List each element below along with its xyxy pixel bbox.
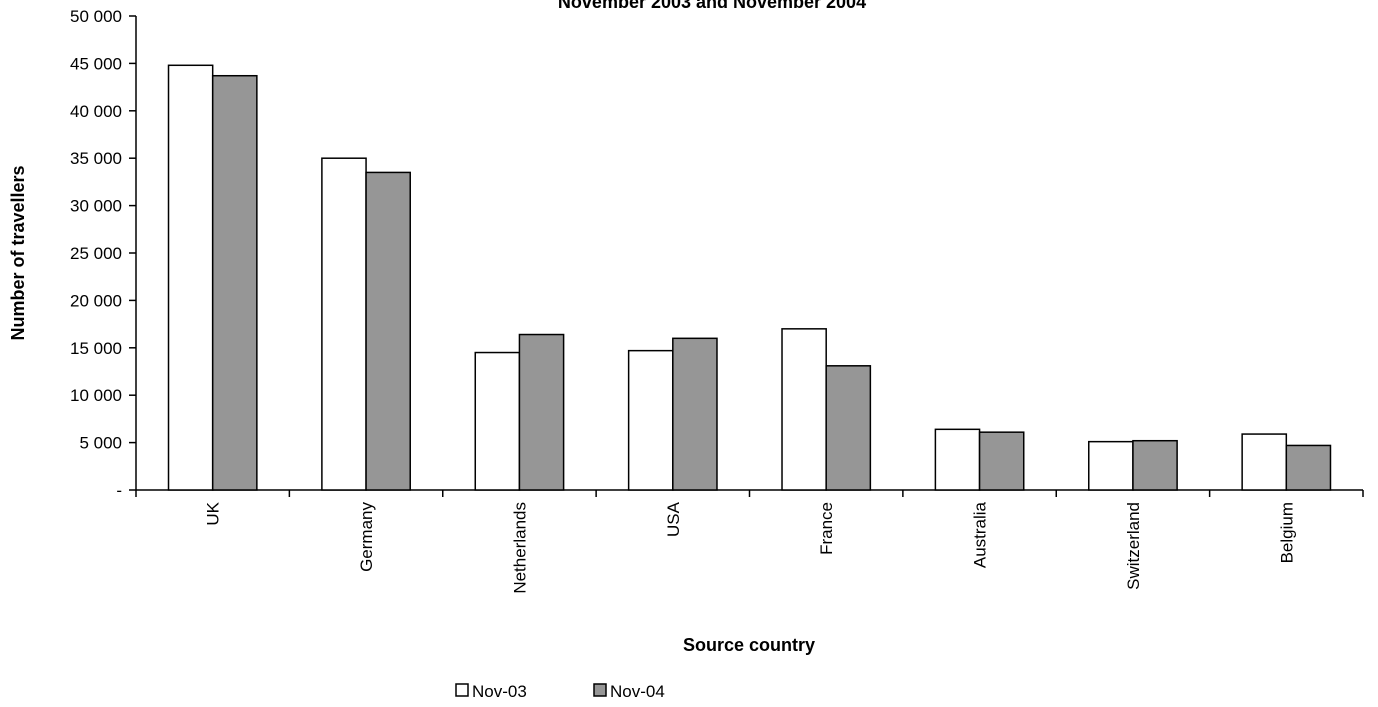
x-axis-title: Source country bbox=[683, 635, 815, 655]
x-axis: UK Germany Netherlands USA France Australia Sw… bbox=[135, 489, 1364, 594]
x-tick-label: France bbox=[817, 502, 836, 555]
y-tick-label: 5 000 bbox=[79, 434, 122, 453]
bar-uk-nov-03 bbox=[167, 64, 214, 491]
y-tick-label: 35 000 bbox=[70, 149, 122, 168]
y-tick-label: 45 000 bbox=[70, 54, 122, 73]
y-axis: - 5 000 10 000 15 000 20 000 25 000 30 000 35 0… bbox=[70, 7, 137, 500]
x-tick-label: Switzerland bbox=[1124, 502, 1143, 590]
bar-france-nov-03 bbox=[781, 328, 827, 491]
bar-netherlands-nov-03 bbox=[474, 351, 521, 491]
x-tick-label: UK bbox=[204, 501, 223, 525]
bar-usa-nov-03 bbox=[627, 349, 674, 491]
y-tick-label: - bbox=[116, 481, 122, 500]
y-axis-title: Number of travellers bbox=[8, 165, 28, 340]
bar-netherlands-nov-04 bbox=[518, 333, 565, 491]
bar-germany-nov-03 bbox=[321, 157, 367, 491]
bar-uk-nov-04 bbox=[211, 74, 258, 491]
x-tick-label: USA bbox=[664, 501, 683, 537]
legend-swatch-nov-03 bbox=[455, 683, 469, 697]
y-tick-label: 20 000 bbox=[70, 291, 122, 310]
bar-belgium-nov-04 bbox=[1285, 444, 1332, 491]
bar-australia-nov-03 bbox=[934, 428, 981, 491]
bar-switzerland-nov-03 bbox=[1088, 440, 1134, 491]
x-tick-label: Belgium bbox=[1277, 502, 1296, 563]
chart-title: November 2003 and November 2004 bbox=[558, 0, 866, 12]
bar-switzerland-nov-04 bbox=[1132, 439, 1178, 491]
x-tick-label: Germany bbox=[357, 502, 376, 572]
y-tick-label: 40 000 bbox=[70, 102, 122, 121]
y-tick-label: 30 000 bbox=[70, 197, 122, 216]
x-tick-label: Australia bbox=[971, 501, 990, 568]
y-tick-label: 15 000 bbox=[70, 339, 122, 358]
y-tick-label: 25 000 bbox=[70, 244, 122, 263]
bar-australia-nov-04 bbox=[978, 431, 1025, 491]
y-tick-label: 50 000 bbox=[70, 7, 122, 26]
bar-usa-nov-04 bbox=[672, 337, 718, 491]
x-tick-label: Netherlands bbox=[510, 502, 529, 594]
bars bbox=[167, 64, 1332, 491]
legend-label-nov-04: Nov-04 bbox=[610, 682, 665, 701]
bar-belgium-nov-03 bbox=[1241, 433, 1288, 491]
bar-germany-nov-04 bbox=[365, 171, 411, 491]
legend: Nov-03 Nov-04 bbox=[455, 682, 665, 701]
legend-swatch-nov-04 bbox=[593, 683, 607, 697]
legend-label-nov-03: Nov-03 bbox=[472, 682, 527, 701]
y-tick-label: 10 000 bbox=[70, 386, 122, 405]
bar-france-nov-04 bbox=[825, 365, 872, 491]
